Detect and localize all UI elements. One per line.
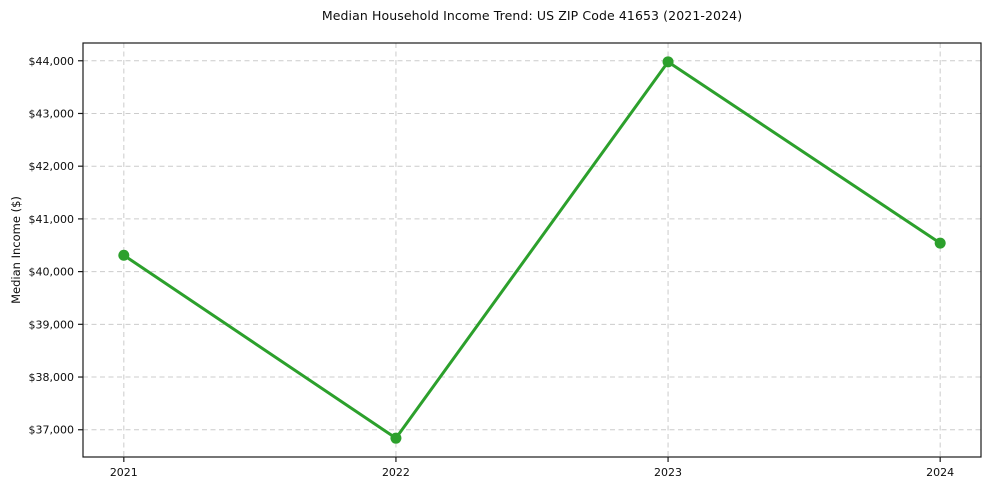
y-tick-label: $40,000 bbox=[29, 266, 75, 279]
y-tick-label: $44,000 bbox=[29, 55, 75, 68]
chart-title: Median Household Income Trend: US ZIP Co… bbox=[321, 8, 743, 23]
data-line bbox=[122, 60, 942, 440]
y-tick-label: $38,000 bbox=[29, 371, 75, 384]
y-tick-label: $37,000 bbox=[29, 424, 75, 437]
y-tick-label: $42,000 bbox=[29, 160, 75, 173]
x-tick-label: 2022 bbox=[382, 466, 410, 479]
data-point bbox=[390, 432, 402, 444]
data-point bbox=[118, 249, 130, 261]
y-tick-label: $39,000 bbox=[29, 318, 75, 331]
plot-border bbox=[82, 42, 982, 458]
data-point bbox=[662, 56, 674, 68]
data-point bbox=[934, 237, 946, 249]
y-tick-label: $41,000 bbox=[29, 213, 75, 226]
x-tick-label: 2021 bbox=[110, 466, 138, 479]
x-tick-label: 2024 bbox=[926, 466, 954, 479]
y-tick-label: $43,000 bbox=[29, 107, 75, 120]
x-tick-label: 2023 bbox=[654, 466, 682, 479]
